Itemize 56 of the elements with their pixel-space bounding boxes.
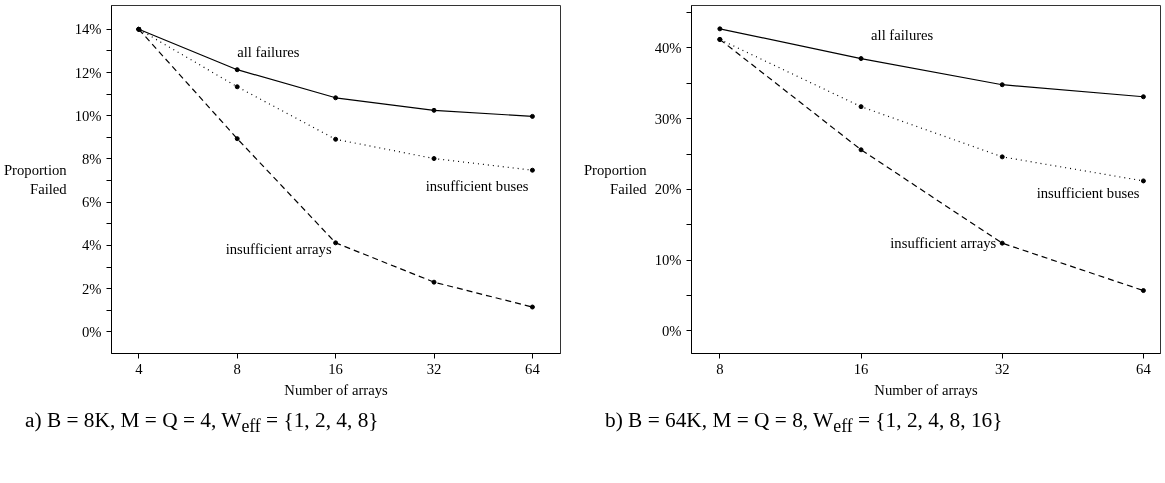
point: [333, 240, 339, 246]
annotation: insufficient arrays: [890, 235, 997, 252]
x-axis-title: Number of arrays: [874, 381, 978, 398]
point: [1140, 94, 1146, 100]
point: [858, 104, 864, 110]
point: [529, 113, 535, 119]
y-tick-label: 6%: [81, 194, 102, 211]
x-tick-label: 32: [994, 360, 1010, 377]
y-tick-label: 10%: [654, 252, 682, 269]
point: [333, 95, 339, 101]
x-tick-label: 8: [716, 360, 724, 377]
y-axis-title: Proportion Failed: [583, 161, 648, 198]
annotation: insufficient buses: [1036, 184, 1140, 201]
x-tick-label: 4: [135, 360, 144, 377]
point: [234, 67, 240, 73]
x-tick-label: 32: [426, 360, 442, 377]
y-tick-label: 20%: [654, 181, 682, 198]
point: [858, 56, 864, 62]
point: [1140, 288, 1146, 294]
point: [529, 167, 535, 173]
point: [858, 147, 864, 153]
annotation: insufficient arrays: [225, 240, 332, 257]
point: [999, 154, 1005, 160]
y-tick-label: 30%: [654, 110, 682, 127]
point: [529, 304, 535, 310]
point: [234, 84, 240, 90]
point: [234, 136, 240, 142]
x-tick-label: 16: [853, 360, 869, 377]
y-tick-label: 0%: [661, 322, 682, 339]
annotation: all failures: [871, 26, 934, 43]
y-tick-label: 40%: [654, 39, 682, 56]
y-axis-title: Proportion Failed: [3, 161, 68, 198]
x-tick-label: 64: [1136, 360, 1152, 377]
x-axis-title: Number of arrays: [284, 381, 388, 398]
x-tick-label: 64: [525, 360, 541, 377]
text: a) B = 8K, M = Q = 4, W$_{eff}$ = {1, 2, 4, 8}: [25, 407, 379, 439]
point: [431, 107, 437, 113]
point: [1140, 178, 1146, 184]
point: [999, 82, 1005, 88]
y-tick-label: 12%: [74, 64, 102, 81]
point: [717, 26, 723, 32]
y-tick-label: 8%: [81, 150, 102, 167]
point: [431, 156, 437, 162]
point: [999, 240, 1005, 246]
y-tick-label: 4%: [81, 237, 102, 254]
x-tick-label: 8: [233, 360, 241, 377]
y-tick-label: 0%: [81, 323, 102, 340]
point: [431, 279, 437, 285]
y-tick-label: 10%: [74, 107, 102, 124]
x-tick-label: 16: [328, 360, 343, 377]
point: [333, 136, 339, 142]
y-tick-label: 2%: [81, 280, 102, 297]
y-tick-label: 14%: [74, 21, 102, 38]
annotation: all failures: [237, 43, 300, 60]
text: b) B = 64K, M = Q = 8, W$_{eff}$ = {1, 2, 4, 8, 16}: [605, 407, 1003, 439]
annotation: insufficient buses: [425, 178, 529, 195]
